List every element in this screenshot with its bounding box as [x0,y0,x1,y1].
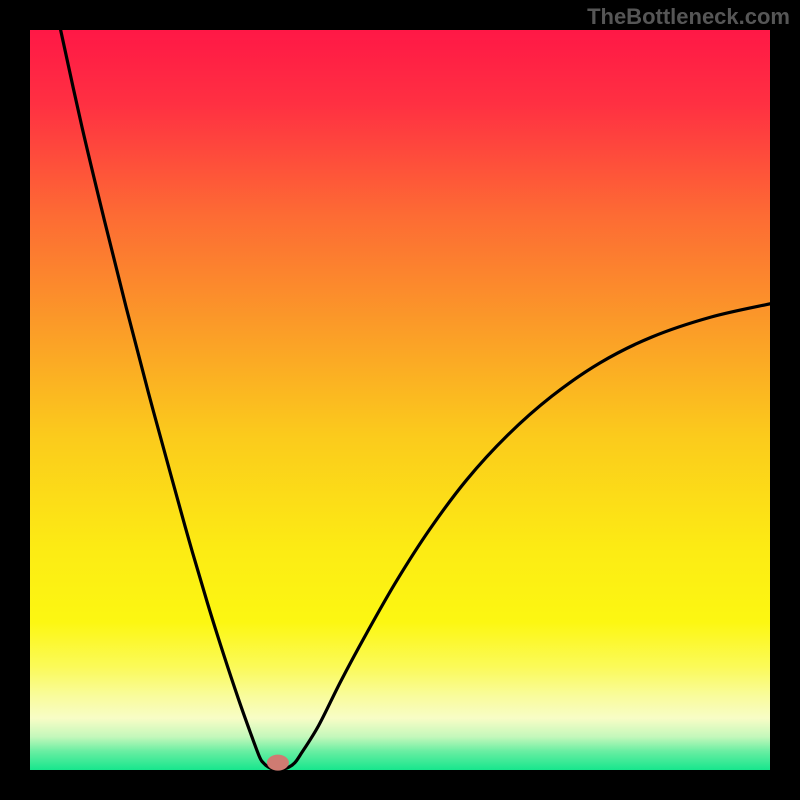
minimum-marker [267,755,289,771]
watermark-label: TheBottleneck.com [587,4,790,30]
plot-area [30,30,770,770]
chart-svg [0,0,800,800]
chart-container: TheBottleneck.com [0,0,800,800]
